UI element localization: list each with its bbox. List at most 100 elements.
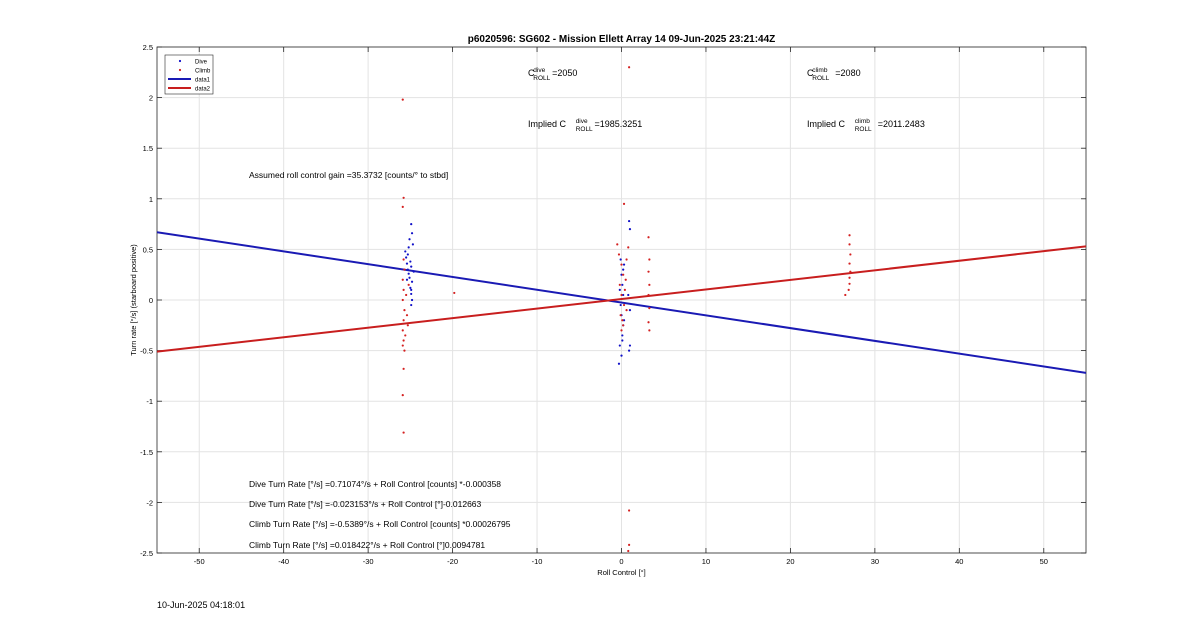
data-point-dive [404, 250, 407, 253]
data-point-climb [403, 349, 406, 352]
data-point-dive [410, 265, 413, 268]
data-point-dive [410, 223, 413, 226]
data-point-climb [617, 253, 621, 256]
data-point-climb [849, 253, 852, 256]
y-tick-label: 0 [149, 296, 153, 305]
data-point-dive [411, 243, 414, 246]
annotation-base: C [807, 68, 814, 78]
data-point-climb [622, 273, 625, 276]
y-tick-label: 0.5 [143, 245, 153, 254]
annotation-value: =2050 [552, 68, 577, 78]
legend-label: Climb [195, 69, 211, 75]
annotation-sup: dive [576, 118, 588, 125]
data-point-dive [621, 339, 624, 342]
data-point-dive [410, 298, 414, 302]
data-point-climb [622, 303, 626, 307]
data-point-climb [407, 283, 410, 286]
data-point-climb [628, 543, 631, 547]
plot-data [157, 66, 1086, 553]
x-tick-label: -10 [532, 557, 543, 566]
data-point-climb [405, 293, 408, 297]
x-tick-label: -50 [194, 557, 205, 566]
data-point-climb [849, 270, 852, 273]
data-point-climb [648, 306, 651, 310]
series-line-data1 [157, 231, 1086, 374]
data-point-climb [628, 509, 631, 512]
annotation-base: C [528, 68, 535, 78]
x-tick-label: 50 [1040, 557, 1048, 566]
x-tick-label: 30 [871, 557, 879, 566]
annotation-sub: ROLL [533, 75, 550, 82]
data-point-climb [621, 319, 624, 322]
data-point-dive [628, 219, 631, 223]
dive-fit-degrees: Dive Turn Rate [°/s] =-0.023153°/s + Rol… [249, 499, 482, 509]
data-point-climb [453, 291, 456, 295]
data-point-dive [622, 263, 626, 266]
data-point-dive [408, 238, 411, 241]
x-axis-label: Roll Control [°] [597, 568, 645, 577]
data-point-dive [628, 344, 632, 347]
data-point-dive [627, 293, 630, 297]
y-tick-label: 2.5 [143, 43, 153, 52]
y-tick-label: 1 [149, 195, 153, 204]
climb-fit-degrees: Climb Turn Rate [°/s] =0.018422°/s + Rol… [249, 540, 485, 550]
dive-fit-counts: Dive Turn Rate [°/s] =0.71074°/s + Roll … [249, 479, 501, 489]
data-point-dive [405, 278, 409, 281]
x-tick-label: -30 [363, 557, 374, 566]
data-point-climb [402, 196, 405, 199]
data-point-climb [618, 283, 621, 286]
data-point-dive [408, 276, 411, 279]
data-point-climb [847, 288, 850, 291]
data-point-climb [648, 329, 651, 332]
y-tick-label: 2 [149, 94, 153, 103]
data-point-climb [619, 314, 622, 317]
data-point-dive [618, 344, 621, 347]
data-point-climb [622, 324, 625, 327]
data-point-dive [406, 253, 409, 256]
data-point-dive [628, 309, 632, 312]
data-point-climb [848, 262, 851, 265]
chart-title: p6020596: SG602 - Mission Ellett Array 1… [468, 34, 776, 45]
data-point-dive [405, 262, 409, 265]
roll-gain-annotation: Assumed roll control gain =35.3732 [coun… [249, 170, 448, 180]
data-point-dive [621, 283, 624, 286]
annotation-base: Implied C [528, 119, 567, 129]
legend: Dive Climb data1 data2 [164, 54, 214, 95]
data-point-climb [848, 234, 851, 237]
x-tick-label: 20 [786, 557, 794, 566]
data-point-dive [618, 288, 621, 291]
data-point-dive [622, 319, 626, 322]
data-point-dive [410, 280, 414, 283]
data-point-dive [622, 293, 625, 297]
legend-label: data2 [195, 87, 211, 93]
data-point-dive [620, 354, 623, 357]
data-point-dive [409, 286, 412, 289]
data-point-climb [623, 288, 626, 291]
data-point-climb [627, 246, 630, 249]
data-point-dive [619, 258, 622, 261]
data-point-climb [647, 236, 650, 239]
y-tick-label: -1.5 [140, 448, 153, 457]
data-point-climb [616, 243, 619, 246]
data-point-dive [410, 232, 414, 235]
data-point-climb [844, 293, 847, 297]
data-point-dive [622, 268, 625, 271]
data-point-climb [405, 314, 409, 317]
data-point-dive [407, 272, 410, 275]
annotation-sub: ROLL [812, 75, 829, 82]
data-point-climb [402, 431, 405, 434]
data-point-dive [628, 349, 631, 352]
data-point-climb [648, 283, 651, 286]
data-point-climb [402, 367, 405, 370]
y-tick-label: 1.5 [143, 144, 153, 153]
y-tick-label: -2 [146, 498, 153, 507]
data-point-climb [401, 394, 404, 397]
data-point-dive [410, 303, 413, 307]
data-point-climb [848, 243, 851, 246]
y-tick-label: -1 [146, 397, 153, 406]
series-line-data2 [157, 245, 1086, 353]
